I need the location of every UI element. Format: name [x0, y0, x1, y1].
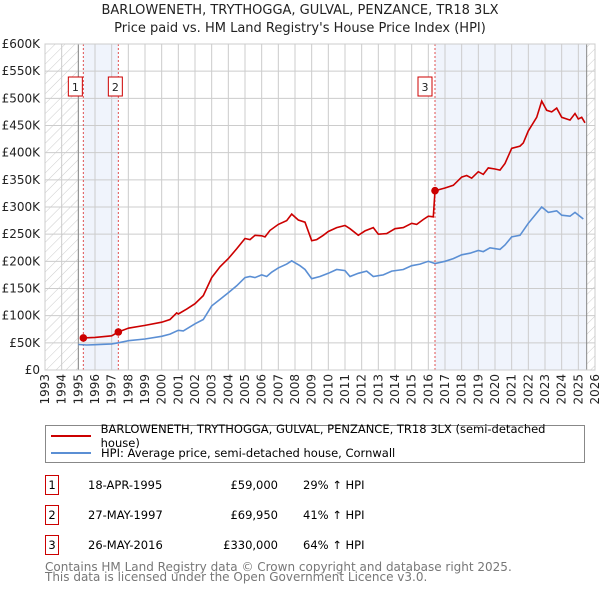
x-tick-label: 2010: [321, 374, 335, 405]
legend-item-hpi: HPI: Average price, semi-detached house,…: [46, 445, 395, 461]
y-tick-label: £550K: [2, 64, 42, 78]
x-tick-label: 2005: [238, 374, 252, 405]
sale-hpi-diff: 64% ↑ HPI: [303, 538, 365, 552]
y-tick-label: £200K: [2, 254, 42, 268]
sale-label-number: 1: [72, 81, 79, 94]
x-tick-label: 2012: [355, 374, 369, 405]
y-tick-label: £0: [25, 363, 40, 377]
table-row: 3 26-MAY-2016 £330,000 64% ↑ HPI: [45, 535, 545, 555]
y-tick-label: £100K: [2, 309, 42, 323]
x-tick-label: 2025: [571, 374, 585, 405]
hpi-line: [78, 205, 584, 346]
x-tick-label: 1995: [71, 374, 85, 405]
x-tick-label: 2026: [588, 374, 600, 405]
sale-label-number: 2: [112, 81, 119, 94]
x-tick-label: 2001: [171, 374, 185, 405]
x-tick-label: 2017: [438, 374, 452, 405]
x-tick-label: 2024: [555, 374, 569, 405]
sale-hpi-diff: 29% ↑ HPI: [303, 478, 365, 492]
y-tick-label: £450K: [2, 119, 42, 133]
y-tick-label: £150K: [2, 282, 42, 296]
table-row: 2 27-MAY-1997 £69,950 41% ↑ HPI: [45, 505, 545, 525]
y-tick-label: £350K: [2, 173, 42, 187]
legend-label: HPI: Average price, semi-detached house,…: [101, 446, 396, 460]
price-chart: 1993 1994 1995 1996 1997 1998 1999 2000 2001 2002…: [2, 37, 600, 405]
chart-title: BARLOWENETH, TRYTHOGGA, GULVAL, PENZANCE…: [101, 3, 499, 18]
x-tick-label: 2003: [205, 374, 219, 405]
legend: BARLOWENETH, TRYTHOGGA, GULVAL, PENZANCE…: [45, 422, 585, 463]
sale-marker-badge: 1: [45, 475, 59, 495]
sale-point: [79, 334, 88, 342]
sale-label-box: [417, 76, 433, 97]
footer-copyright: Contains HM Land Registry data © Crown c…: [45, 560, 512, 574]
legend-swatch-red: [51, 435, 91, 437]
y-tick-label: £300K: [2, 200, 42, 214]
x-tick-label: 1993: [38, 374, 52, 405]
legend-swatch-blue: [51, 452, 91, 454]
x-tick-label: 2019: [471, 374, 485, 405]
sale-label-box: [107, 76, 123, 97]
footer-licence: This data is licensed under the Open Gov…: [45, 570, 428, 584]
x-tick-label: 2008: [288, 374, 302, 405]
plot-frame: [44, 43, 596, 371]
sale-point: [431, 186, 439, 195]
x-tick-label: 2020: [488, 374, 502, 405]
sale-point: [114, 328, 123, 336]
y-tick-label: £400K: [2, 146, 42, 160]
x-tick-label: 2002: [188, 374, 202, 405]
sale-hpi-diff: 41% ↑ HPI: [303, 508, 365, 522]
x-tick-label: 1997: [105, 374, 119, 405]
x-tick-label: 1998: [121, 374, 135, 405]
sale-marker-badge: 2: [45, 505, 59, 525]
y-tick-label: £500K: [2, 91, 42, 105]
x-tick-label: 2013: [371, 374, 385, 405]
sale-price: £59,000: [230, 478, 278, 492]
x-tick-label: 2000: [155, 374, 169, 405]
sale-marker-badge: 3: [45, 535, 59, 555]
y-tick-label: £250K: [2, 227, 42, 241]
x-tick-label: 2006: [255, 374, 269, 405]
sale-date: 27-MAY-1997: [88, 508, 163, 522]
sale-date: 26-MAY-2016: [88, 538, 163, 552]
x-tick-label: 2015: [405, 374, 419, 405]
x-tick-label: 2016: [421, 374, 435, 405]
x-tick-label: 2022: [521, 374, 535, 405]
sale-price: £69,950: [230, 508, 278, 522]
chart-subtitle: Price paid vs. HM Land Registry's House …: [114, 21, 486, 36]
x-tick-label: 2023: [538, 374, 552, 405]
y-tick-label: £50K: [9, 336, 41, 350]
sale-label-box: [67, 76, 83, 97]
x-tick-label: 2009: [305, 374, 319, 405]
table-row: 1 18-APR-1995 £59,000 29% ↑ HPI: [45, 475, 545, 495]
x-tick-label: 1999: [138, 374, 152, 405]
x-tick-label: 2018: [455, 374, 469, 405]
x-tick-label: 2004: [221, 374, 235, 405]
x-tick-label: 2011: [338, 374, 352, 405]
x-tick-label: 2007: [271, 374, 285, 405]
x-tick-label: 2014: [388, 374, 402, 405]
sale-date: 18-APR-1995: [88, 478, 163, 492]
x-tick-label: 1996: [88, 374, 102, 405]
y-tick-label: £600K: [2, 37, 42, 51]
property-price-line: [83, 99, 586, 339]
legend-label: BARLOWENETH, TRYTHOGGA, GULVAL, PENZANCE…: [100, 422, 546, 450]
legend-item-property: BARLOWENETH, TRYTHOGGA, GULVAL, PENZANCE…: [46, 422, 584, 450]
x-tick-label: 1994: [55, 374, 69, 405]
x-tick-label: 2021: [505, 374, 519, 405]
sale-price: £330,000: [223, 538, 278, 552]
sale-label-number: 3: [422, 81, 429, 94]
